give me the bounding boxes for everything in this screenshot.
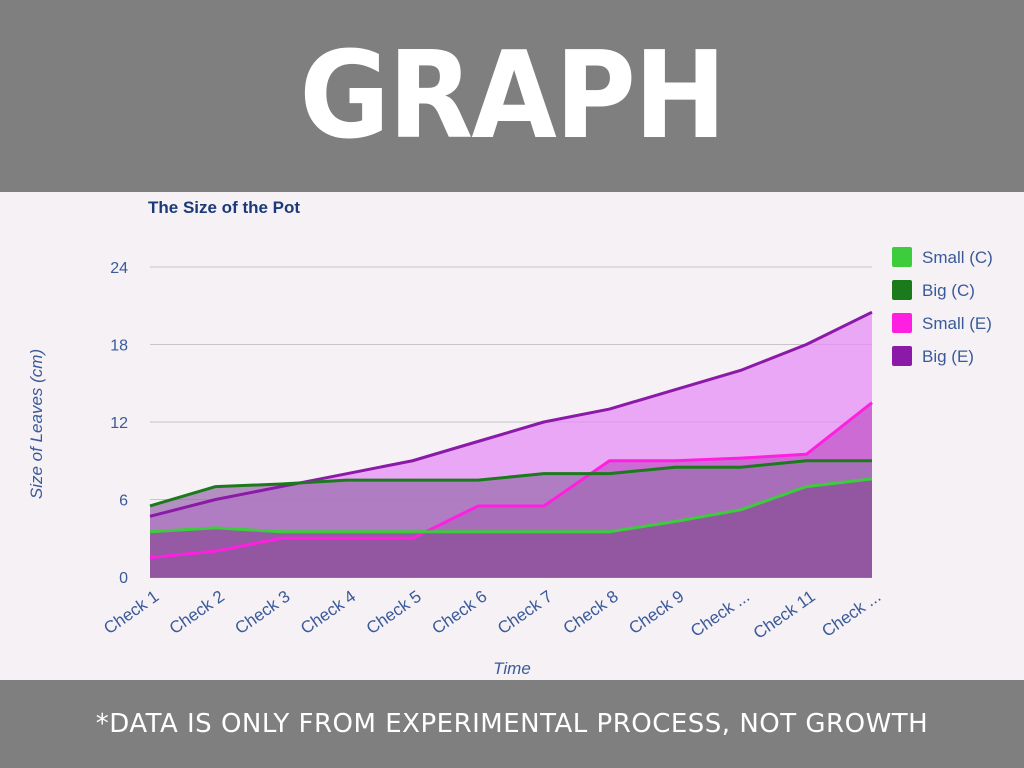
legend-label: Small (C) (922, 248, 993, 267)
y-tick-label: 18 (110, 338, 128, 355)
legend-swatch (892, 313, 912, 333)
line-small-e (149, 401, 873, 560)
area-small-c (150, 478, 872, 577)
x-tick-label: Check 4 (297, 587, 359, 638)
y-tick-label: 12 (110, 415, 128, 432)
x-axis-label: Time (493, 659, 531, 678)
x-tick-label: Check 9 (625, 587, 687, 638)
line-small-c (149, 477, 873, 534)
x-tick-label: Check 8 (560, 587, 622, 638)
y-axis-label: Size of Leaves (cm) (27, 349, 46, 499)
footer-note: *DATA IS ONLY FROM EXPERIMENTAL PROCESS,… (95, 709, 929, 739)
legend-label: Big (C) (922, 281, 975, 300)
x-tick-label: Check 11 (750, 587, 819, 643)
legend-swatch (892, 346, 912, 366)
x-tick-label: Check 1 (100, 587, 162, 638)
x-tick-label: Check 5 (363, 587, 425, 638)
slide-title: GRAPH (299, 26, 726, 166)
line-big-c (149, 459, 872, 508)
chart-title: The Size of the Pot (148, 198, 300, 217)
x-tick-label: Check 2 (166, 587, 228, 638)
legend-label: Big (E) (922, 347, 974, 366)
x-tick-label: Check 7 (494, 587, 556, 638)
chart-panel: The Size of the Pot 0 6 12 18 24 Check 1 Chec… (0, 192, 1024, 680)
line-big-e (149, 310, 873, 518)
legend-label: Small (E) (922, 314, 992, 333)
y-tick-label: 24 (110, 260, 128, 277)
x-tick-label: Check ... (818, 587, 884, 641)
y-tick-label: 6 (119, 493, 128, 510)
y-tick-label: 0 (119, 570, 128, 587)
x-tick-label: Check ... (687, 587, 753, 641)
legend-swatch (892, 247, 912, 267)
legend-swatch (892, 280, 912, 300)
x-tick-label: Check 3 (232, 587, 294, 638)
x-tick-label: Check 6 (428, 587, 490, 638)
